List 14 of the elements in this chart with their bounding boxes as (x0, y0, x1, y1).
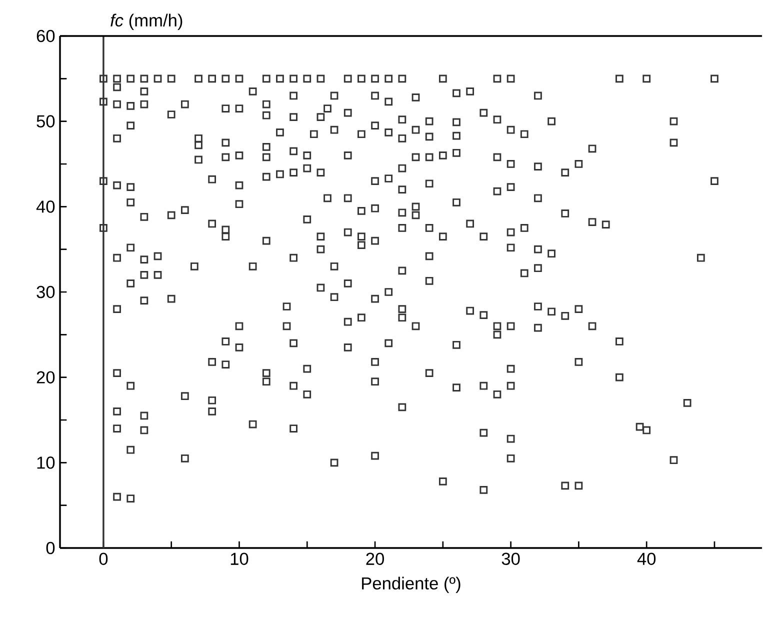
x-axis-title: Pendiente (º) (362, 576, 460, 593)
x-tick-label: 30 (502, 552, 520, 565)
x-tick-label: 0 (99, 552, 108, 565)
y-tick-label: 60 (36, 30, 55, 42)
y-axis-title: fc (mm/h) (110, 14, 182, 30)
y-tick-label: 10 (37, 456, 55, 469)
y-tick-label: 50 (36, 115, 55, 128)
y-tick-label: 30 (36, 286, 55, 298)
x-tick-label: 20 (366, 552, 384, 565)
x-tick-label: 10 (230, 552, 248, 565)
x-tick-label: 40 (637, 552, 656, 565)
y-tick-label: 0 (46, 542, 55, 554)
y-tick-label: 40 (36, 200, 55, 213)
y-tick-label: 20 (36, 371, 55, 384)
